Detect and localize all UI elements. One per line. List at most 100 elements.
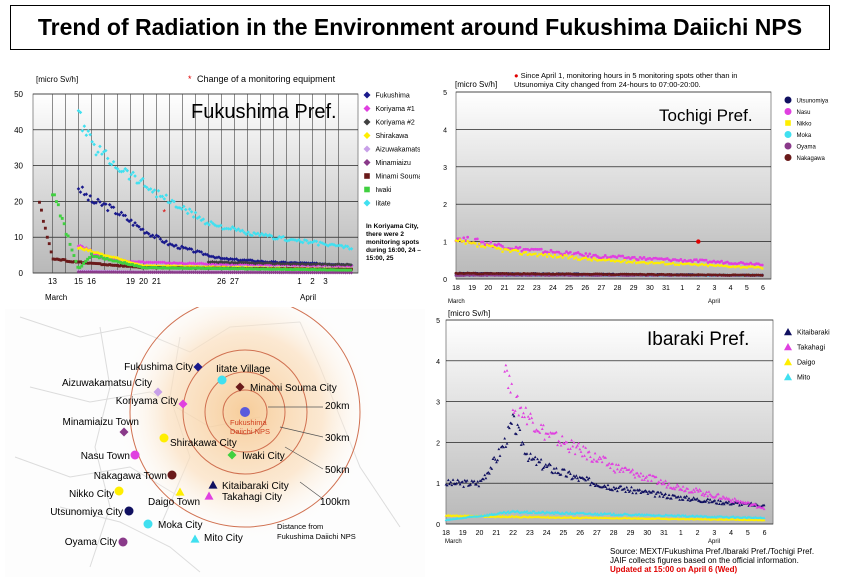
data-point: [166, 242, 170, 247]
data-point: [156, 189, 161, 193]
city-utsunomiya-city: Utsunomiya City: [50, 506, 134, 518]
legend-label: Oyama: [797, 145, 817, 151]
tochigi-april-label: April: [708, 299, 720, 305]
data-point: [644, 476, 647, 479]
data-point: [41, 219, 45, 223]
data-point: [68, 242, 72, 246]
data-point: [635, 261, 638, 265]
data-point: [152, 270, 157, 275]
data-point: [99, 255, 103, 259]
data-point: [141, 270, 145, 275]
data-point: [209, 266, 212, 270]
data-point: [466, 235, 470, 239]
legend-label: Koriyama #1: [376, 106, 415, 113]
data-point: [661, 495, 665, 498]
data-point: [246, 267, 249, 271]
data-point: [236, 227, 241, 231]
data-point: [80, 247, 85, 251]
data-point: [627, 260, 630, 263]
x-tick-label: 19: [468, 285, 476, 292]
data-point: [142, 266, 146, 269]
data-point: [92, 255, 95, 258]
data-point: [554, 430, 558, 434]
data-point: [492, 455, 496, 459]
data-point: [641, 474, 645, 477]
data-point: [673, 263, 677, 266]
data-point: [318, 270, 323, 275]
data-point: [735, 265, 739, 268]
city-label: Mito City: [204, 533, 243, 544]
data-point: [549, 248, 553, 252]
data-point: [113, 255, 118, 260]
data-point: [593, 511, 597, 515]
data-point: [261, 260, 266, 264]
data-point: [212, 260, 217, 264]
data-point: [513, 510, 517, 514]
city-label: Daigo Town: [148, 497, 200, 508]
data-point: [175, 266, 179, 270]
data-point: [125, 270, 130, 274]
data-point: [510, 422, 514, 425]
data-point: [123, 270, 128, 274]
data-point: [314, 268, 318, 272]
data-point: [609, 273, 613, 277]
data-point: [246, 258, 250, 263]
data-point: [218, 260, 222, 264]
data-point: [495, 512, 498, 516]
data-point: [336, 243, 340, 248]
data-point: [166, 270, 170, 275]
data-point: [279, 235, 284, 240]
data-point: [339, 262, 343, 267]
data-point: [293, 263, 297, 268]
data-point: [144, 185, 149, 190]
data-point: [721, 501, 725, 504]
city-label: Nikko City: [69, 489, 114, 500]
data-point: [343, 244, 348, 248]
data-point: [125, 264, 129, 268]
data-point: [561, 256, 564, 259]
data-point: [619, 484, 623, 488]
x-tick-label: 27: [230, 277, 239, 286]
data-point: [530, 416, 534, 420]
data-point: [191, 250, 196, 254]
data-point: [712, 264, 715, 267]
data-point: [637, 261, 640, 264]
data-point: [749, 265, 752, 268]
data-point: [501, 244, 504, 248]
data-point: [219, 270, 223, 275]
y-tick-label: 4: [443, 127, 447, 134]
y-tick-label: 4: [436, 359, 440, 366]
data-point: [282, 262, 287, 266]
data-point: [656, 261, 659, 265]
legend-item-daigo: Daigo: [784, 358, 815, 367]
data-point: [115, 270, 120, 274]
data-point: [283, 267, 286, 271]
fukushima-april-label: April: [300, 293, 316, 302]
x-tick-label: 2: [696, 285, 700, 292]
legend-item-takahagi: Takahagi: [784, 343, 825, 352]
data-point: [105, 256, 109, 260]
data-point: [199, 270, 204, 275]
data-point: [100, 270, 104, 274]
legend-marker: [363, 132, 371, 139]
data-point: [571, 255, 574, 258]
data-point: [536, 255, 539, 258]
data-point: [463, 478, 467, 482]
data-point: [146, 270, 151, 275]
data-point: [116, 264, 119, 267]
data-point: [501, 250, 504, 253]
data-point: [567, 257, 570, 260]
data-point: [546, 432, 550, 435]
data-point: [183, 207, 188, 212]
data-point: [712, 499, 716, 503]
data-point: [295, 270, 299, 275]
legend-item-shirakawa: Shirakawa: [363, 132, 408, 140]
data-point: [298, 268, 302, 271]
data-point: [703, 263, 706, 267]
ibaraki-region-label: Ibaraki Pref.: [647, 329, 749, 350]
city-label: Aizuwakamatsu City: [62, 378, 152, 389]
data-point: [209, 270, 213, 275]
city-label: Minamiaizu Town: [62, 417, 139, 428]
x-tick-label: 31: [662, 285, 670, 292]
data-point: [265, 262, 270, 267]
